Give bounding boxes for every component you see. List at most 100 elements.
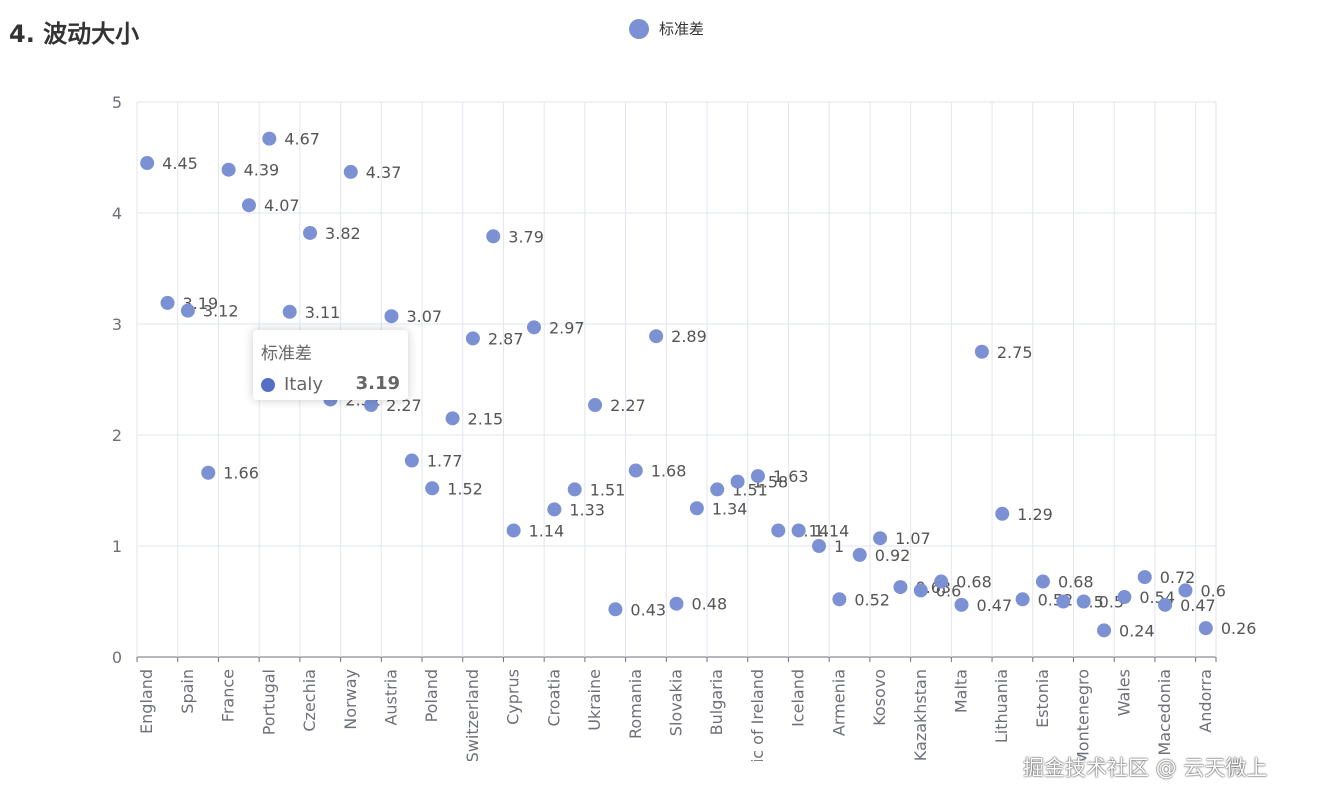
data-label: 3.11	[305, 303, 341, 322]
data-point	[1137, 570, 1152, 585]
data-point	[180, 303, 195, 318]
data-point	[669, 596, 684, 611]
data-label: 1.66	[223, 464, 259, 483]
x-tick-label: Armenia	[829, 669, 848, 736]
x-tick-label: Republic of Ireland	[748, 669, 767, 801]
data-label: 0.24	[1119, 621, 1155, 640]
data-label: 1.51	[590, 480, 626, 499]
y-tick-label: 5	[112, 93, 122, 112]
data-label: 0.72	[1160, 568, 1196, 587]
data-point	[465, 331, 480, 346]
data-point	[649, 329, 664, 344]
y-tick-label: 4	[112, 204, 122, 223]
data-label: 3.82	[325, 224, 361, 243]
x-tick-label: Malta	[952, 669, 971, 713]
data-point	[1015, 592, 1030, 607]
data-point	[893, 580, 908, 595]
x-tick-label: Spain	[178, 669, 197, 714]
data-label: 1.14	[529, 521, 565, 540]
x-tick-label: Portugal	[259, 669, 278, 735]
data-point	[628, 463, 643, 478]
data-label: 4.37	[366, 163, 402, 182]
x-tick-label: Ukraine	[585, 669, 604, 731]
data-point	[221, 162, 236, 177]
data-point	[995, 506, 1010, 521]
data-label: 2.27	[386, 396, 422, 415]
data-label: 1.34	[712, 499, 748, 518]
data-point	[547, 502, 562, 517]
data-label: 1.07	[895, 529, 931, 548]
x-tick-label: Norway	[341, 669, 360, 730]
data-label: 0.68	[1058, 573, 1094, 592]
data-label: 0.92	[875, 546, 911, 565]
x-tick-label: Lithuania	[992, 669, 1011, 743]
data-label: 0.47	[977, 596, 1013, 615]
x-tick-label: Kosovo	[870, 669, 889, 726]
x-tick-label: Cyprus	[504, 669, 523, 725]
data-point	[832, 592, 847, 607]
data-label: 3.12	[203, 302, 239, 321]
data-label: 4.45	[162, 154, 198, 173]
y-tick-label: 3	[112, 315, 122, 334]
data-label: 1.29	[1017, 505, 1053, 524]
x-tick-label: Poland	[422, 669, 441, 722]
data-point	[486, 229, 501, 244]
data-point	[730, 474, 745, 489]
chart-title: 4. 波动大小	[9, 20, 140, 48]
x-tick-label: Romania	[626, 669, 645, 739]
data-label: 0.52	[854, 590, 890, 609]
data-label: 0.68	[956, 573, 992, 592]
data-point	[934, 574, 949, 589]
x-tick-label: France	[219, 669, 238, 722]
data-point	[303, 225, 318, 240]
y-tick-label: 2	[112, 426, 122, 445]
data-point	[241, 198, 256, 213]
tooltip-value: 3.19	[355, 373, 400, 394]
x-tick-label: Estonia	[1033, 669, 1052, 728]
x-tick-label: Kazakhstan	[911, 669, 930, 761]
data-label: 2.75	[997, 343, 1033, 362]
x-tick-labels: England Spain France Portugal Czechia Norway A…	[137, 669, 1215, 801]
data-point	[1056, 594, 1071, 609]
x-tick-label: Slovakia	[667, 669, 686, 736]
data-label: 4.07	[264, 196, 300, 215]
data-label: 2.89	[671, 327, 707, 346]
data-label: 2.87	[488, 329, 524, 348]
legend-marker-icon	[629, 18, 649, 39]
data-point	[954, 597, 969, 612]
data-point	[1178, 583, 1193, 598]
tooltip: 标准差 Italy 3.19	[253, 330, 408, 400]
x-tick-label: Iceland	[789, 669, 808, 727]
data-point	[140, 156, 155, 171]
data-point	[1076, 594, 1091, 609]
data-label: 2.97	[549, 318, 585, 337]
data-point	[771, 523, 786, 538]
data-point	[343, 164, 358, 179]
x-tick-label: Switzerland	[463, 669, 482, 762]
data-point	[445, 411, 460, 426]
x-tick-label: Andorra	[1196, 669, 1215, 733]
x-tick-label: England	[137, 669, 156, 734]
data-point	[812, 539, 827, 553]
data-point	[791, 523, 806, 538]
data-label: 1	[834, 537, 844, 556]
data-point	[1097, 623, 1112, 638]
data-point	[913, 583, 928, 598]
tooltip-title: 标准差	[261, 344, 312, 364]
data-label: 4.39	[244, 161, 280, 180]
data-point	[262, 131, 277, 146]
x-tick-label: Czechia	[300, 669, 319, 732]
data-point	[160, 295, 175, 310]
data-point	[1158, 597, 1173, 612]
x-tick-label: Montenegro	[1074, 669, 1093, 765]
legend[interactable]: 标准差	[629, 18, 704, 39]
legend-label: 标准差	[659, 20, 705, 38]
data-point	[1198, 621, 1213, 636]
data-label: 0.26	[1221, 619, 1257, 638]
data-label: 1.68	[651, 462, 687, 481]
tooltip-marker-icon	[261, 378, 275, 392]
data-label: 1.77	[427, 452, 463, 471]
data-point	[689, 501, 704, 516]
data-label: 3.07	[406, 307, 442, 326]
data-point	[425, 481, 440, 496]
